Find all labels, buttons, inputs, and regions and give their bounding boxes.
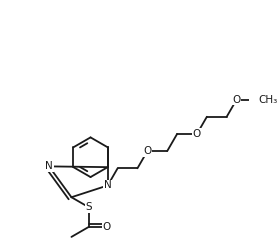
Text: S: S — [85, 202, 92, 212]
Text: O: O — [232, 95, 241, 105]
Text: N: N — [45, 161, 53, 171]
Text: CH₃: CH₃ — [258, 95, 278, 105]
Text: N: N — [104, 181, 111, 190]
Text: O: O — [143, 146, 152, 156]
Text: O: O — [193, 129, 201, 139]
Text: O: O — [102, 222, 111, 232]
